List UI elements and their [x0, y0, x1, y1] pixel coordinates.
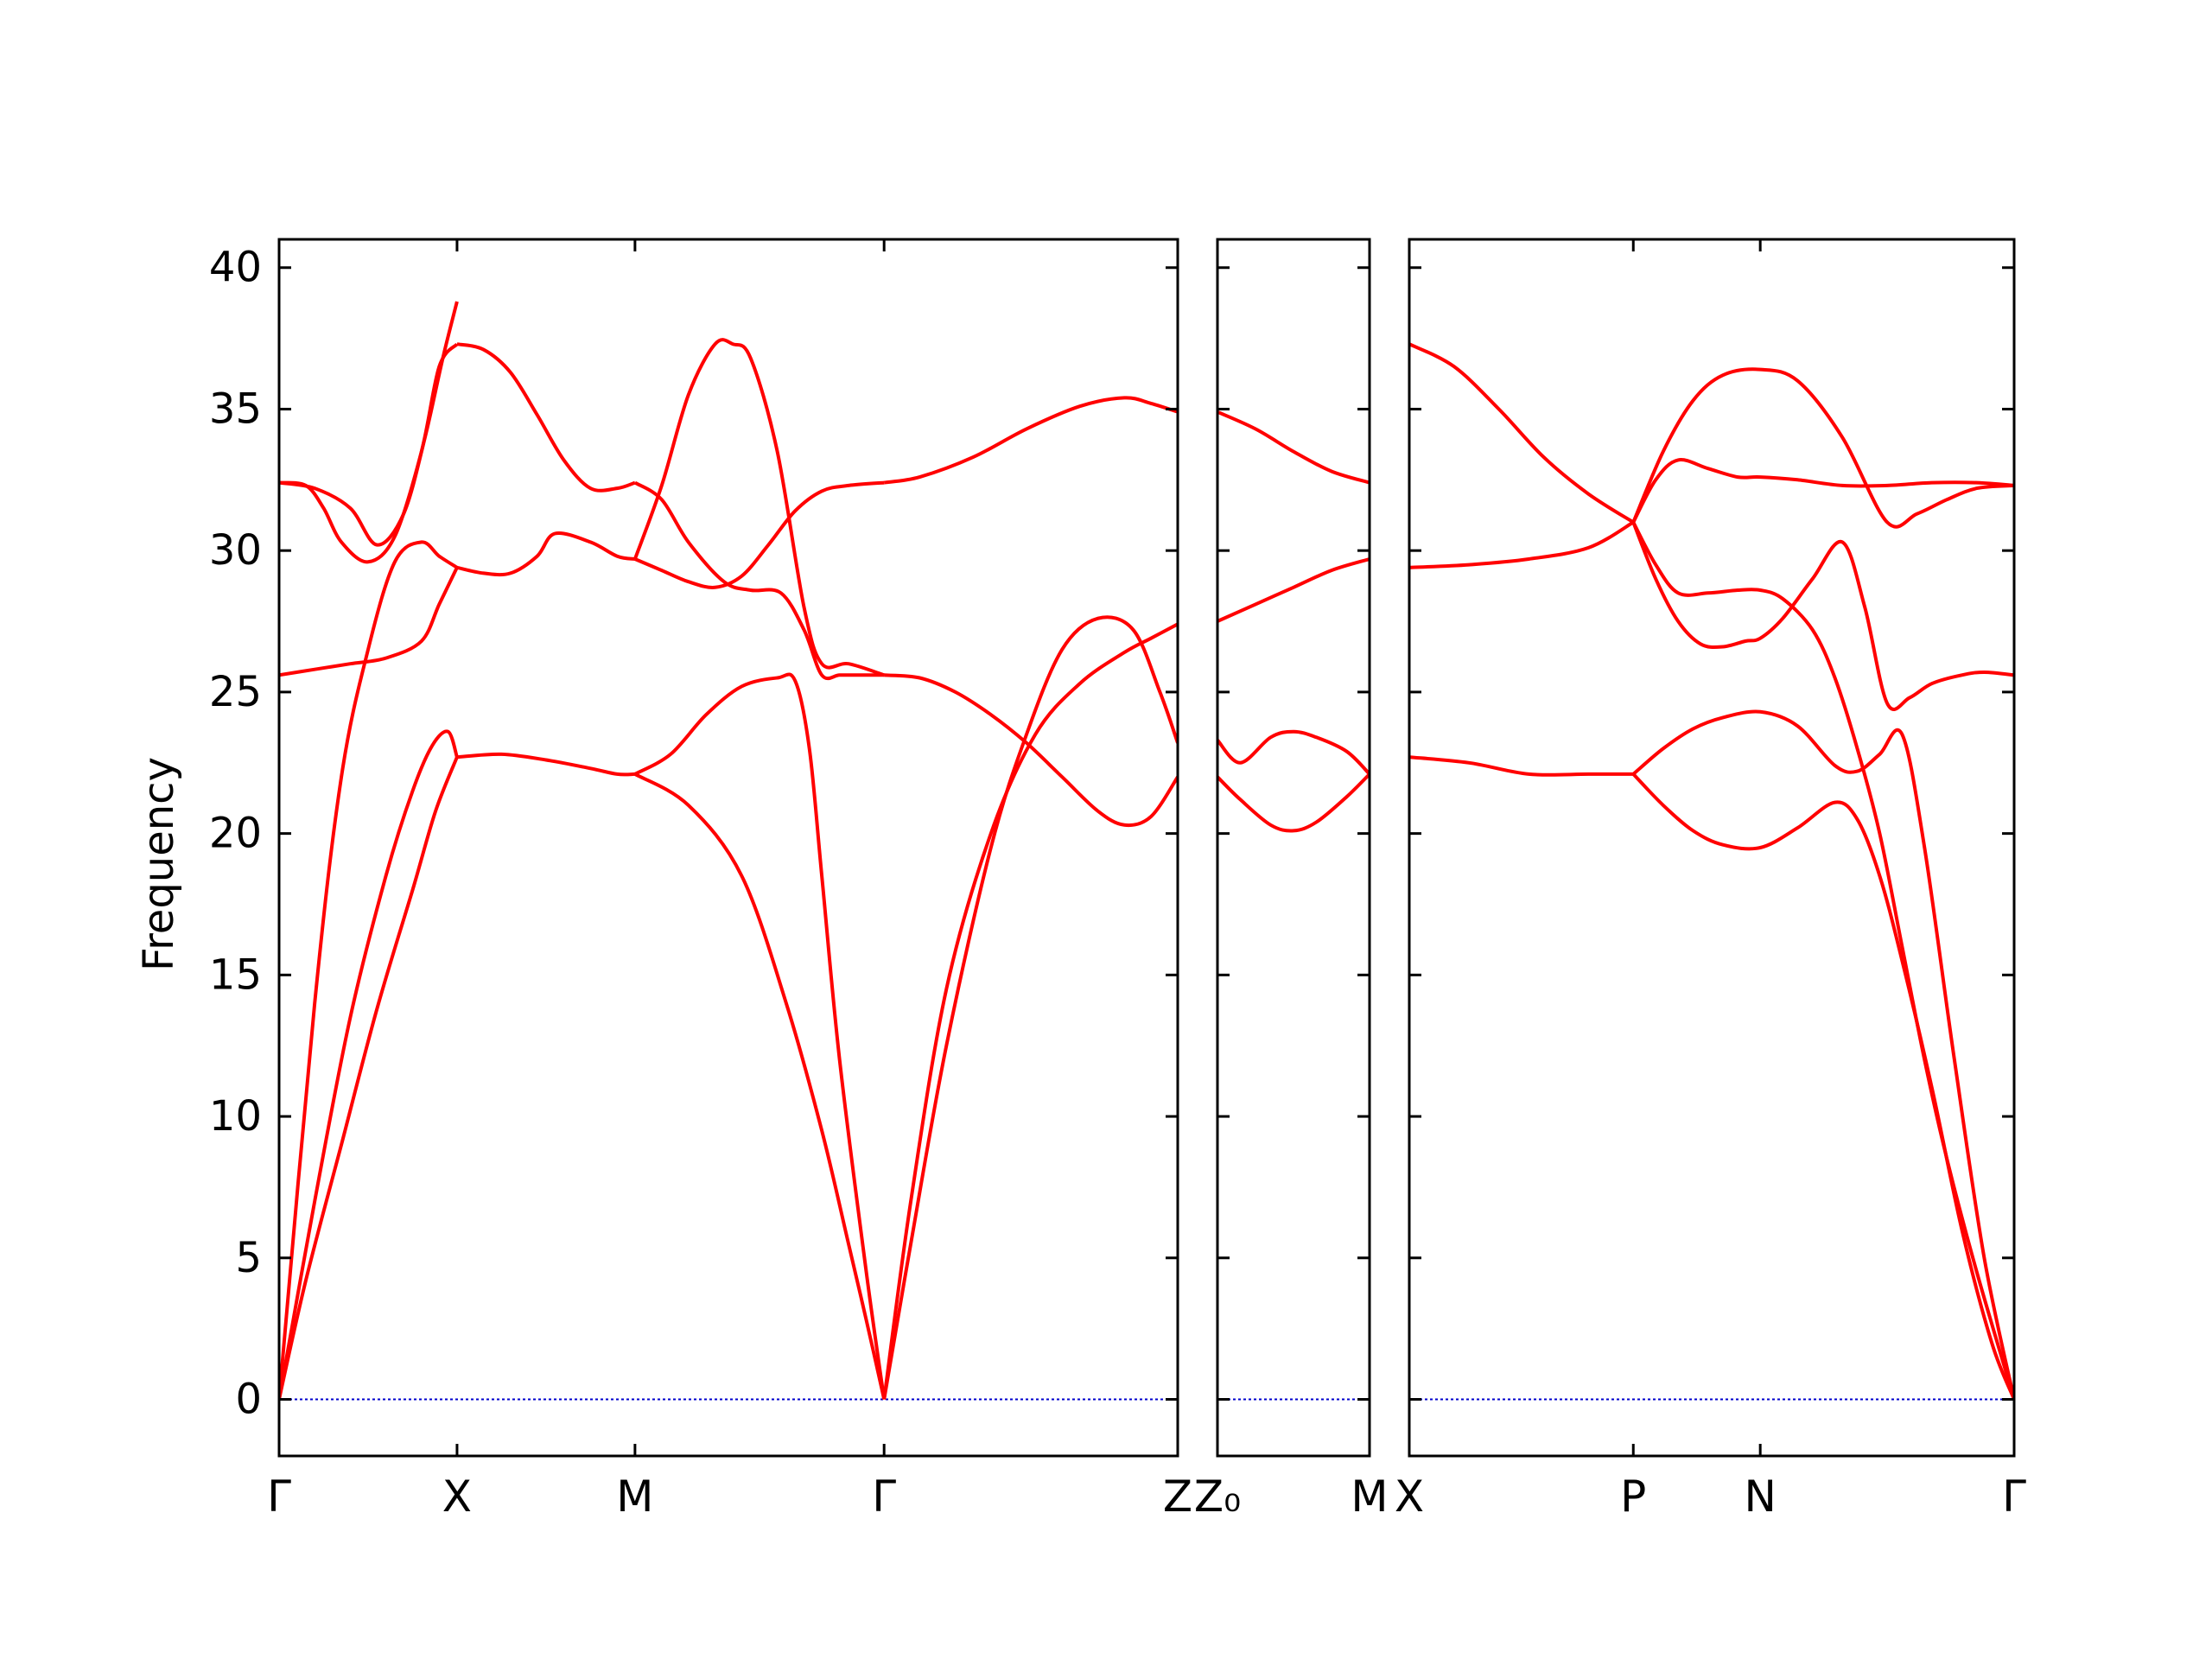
band-line [882, 622, 1178, 1400]
k-point-label: Z₀ [1194, 1471, 1241, 1522]
band-line [633, 338, 885, 677]
y-tick-label: 25 [209, 668, 262, 716]
panel-frame [277, 238, 1179, 1458]
band-line [634, 480, 885, 589]
band-line [456, 752, 635, 777]
band-line [279, 301, 459, 547]
band-line [1217, 410, 1370, 485]
panel-2: Z₀ M [1194, 238, 1389, 1522]
panel-1: Γ X M Γ Z 0 5 10 15 20 25 30 35 40 [209, 238, 1192, 1522]
k-point-label: X [442, 1471, 472, 1522]
band-line [1631, 367, 2014, 529]
band-line [279, 566, 459, 677]
band-line [279, 729, 459, 1400]
panel-frame [1408, 238, 2016, 1458]
y-tick-label: 35 [209, 385, 262, 433]
k-point-label: Z [1163, 1471, 1192, 1522]
y-tick-label: 15 [209, 950, 262, 999]
y-tick-label: 40 [209, 244, 262, 292]
band-line [1217, 772, 1370, 833]
band-line [279, 756, 459, 1400]
band-line [1409, 342, 1635, 524]
band-line [1217, 729, 1370, 776]
k-point-label: M [616, 1471, 653, 1522]
band-line [279, 342, 459, 564]
band-line [884, 673, 1178, 828]
k-point-label: Γ [872, 1471, 896, 1522]
band-line [882, 615, 1178, 1400]
y-tick-label: 30 [209, 526, 262, 575]
band-line [456, 342, 636, 493]
y-tick-label: 10 [209, 1092, 262, 1141]
band-line [1409, 755, 1634, 777]
band-line [1631, 772, 2014, 1401]
band-line [1409, 520, 1635, 569]
k-point-label: Γ [267, 1471, 291, 1522]
k-point-label: M [1351, 1471, 1388, 1522]
band-line [1631, 458, 2014, 524]
k-point-label: X [1395, 1471, 1424, 1522]
y-tick-label: 0 [235, 1376, 262, 1424]
y-tick-label: 5 [235, 1234, 262, 1282]
k-point-label: P [1620, 1471, 1646, 1522]
band-line [279, 540, 458, 1400]
band-line [633, 672, 887, 1400]
band-line [1631, 521, 2014, 1401]
k-point-label: Γ [2002, 1471, 2026, 1522]
band-line [456, 531, 636, 577]
k-point-label: N [1744, 1471, 1776, 1522]
y-axis-label: Frequency [135, 757, 183, 971]
band-line [1631, 521, 2014, 711]
panel-frame [1216, 238, 1371, 1458]
band-line [1217, 557, 1370, 623]
y-tick-label: 20 [209, 810, 262, 858]
band-line [633, 772, 887, 1400]
band-line [633, 480, 885, 681]
band-line [1631, 709, 2014, 1400]
band-line [883, 396, 1178, 485]
